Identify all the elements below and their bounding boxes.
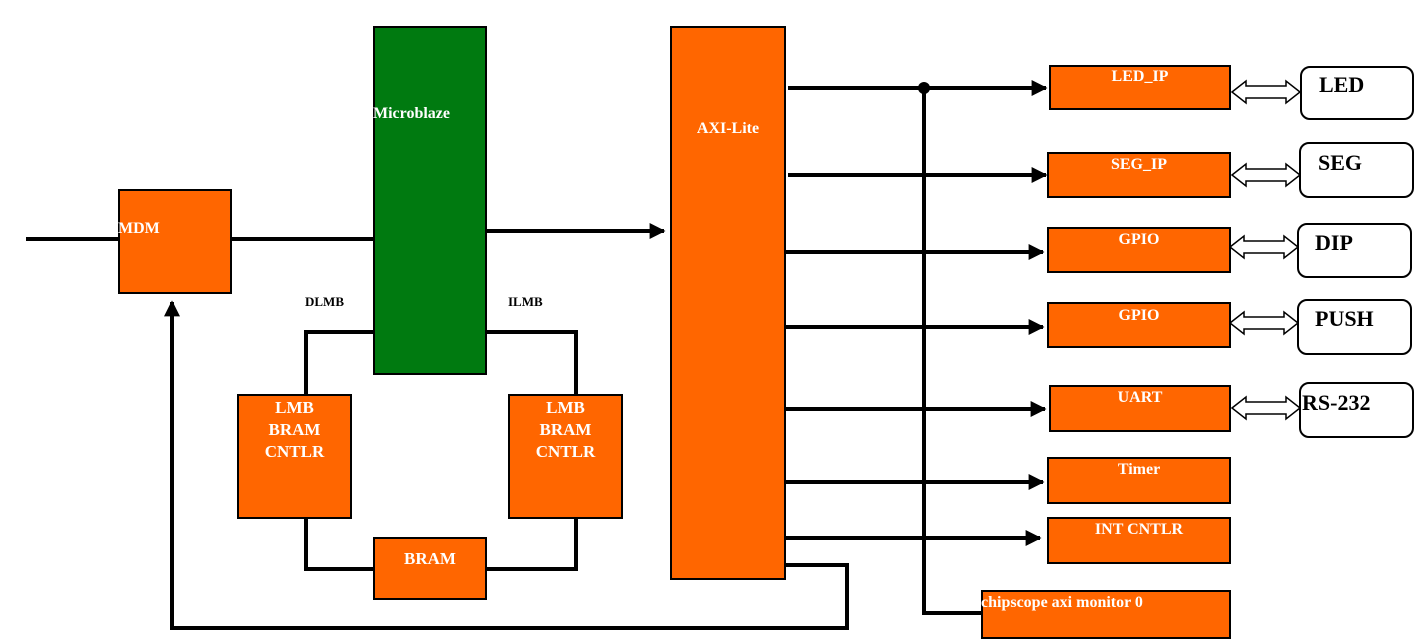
chipscope-label: chipscope axi monitor 0 <box>981 594 1143 611</box>
chipscope-block: chipscope axi monitor 0 <box>981 590 1231 639</box>
int-cntlr-label: INT CNTLR <box>1094 521 1184 538</box>
bram-label: BRAM <box>404 549 456 568</box>
gpio-push-label: GPIO <box>1118 307 1160 324</box>
dip-peripheral: DIP <box>1297 223 1412 278</box>
lmb-bram-cntlr-right: LMB BRAM CNTLR <box>508 394 623 519</box>
mdm-label: MDM <box>118 220 160 237</box>
dlmb-bus-wire <box>304 330 374 396</box>
mdm-block: MDM <box>118 189 232 294</box>
lmb-bram-cntlr-left: LMB BRAM CNTLR <box>237 394 352 519</box>
seg-peripheral-label: SEG <box>1318 150 1363 175</box>
gpio-dip-label: GPIO <box>1118 231 1160 248</box>
led-ip-block: LED_IP <box>1049 65 1231 110</box>
lmb-right-line-2: BRAM <box>539 420 592 439</box>
ilmb-label: ILMB <box>508 294 543 309</box>
lmb-left-bram-wire <box>304 517 374 571</box>
junction-dot <box>918 82 930 94</box>
push-peripheral-label: PUSH <box>1315 306 1374 331</box>
rs232-peripheral: RS-232 <box>1299 382 1414 438</box>
seg-ip-block: SEG_IP <box>1047 152 1231 198</box>
rs232-peripheral-label: RS-232 <box>1302 390 1371 415</box>
led-peripheral: LED <box>1300 66 1414 120</box>
rs232-bidirectional-arrow <box>1230 395 1302 421</box>
push-bidirectional-arrow <box>1228 310 1300 336</box>
seg-bidirectional-arrow <box>1230 162 1302 188</box>
timer-block: Timer <box>1047 457 1231 504</box>
dip-bidirectional-arrow <box>1228 234 1300 260</box>
bram-block: BRAM <box>373 537 487 600</box>
seg-ip-label: SEG_IP <box>1110 156 1167 173</box>
seg-peripheral: SEG <box>1299 142 1414 198</box>
lmb-right-bram-wire <box>486 517 578 571</box>
ilmb-bus-wire <box>486 330 578 396</box>
led-ip-label: LED_IP <box>1111 68 1169 85</box>
lmb-left-line-1: LMB <box>275 398 314 417</box>
lmb-left-line-2: BRAM <box>268 420 321 439</box>
dlmb-label: DLMB <box>305 294 344 309</box>
push-peripheral: PUSH <box>1297 299 1412 355</box>
gpio-dip-block: GPIO <box>1047 227 1231 273</box>
gpio-push-block: GPIO <box>1047 302 1231 348</box>
lmb-left-line-3: CNTLR <box>264 442 325 461</box>
lmb-right-line-3: CNTLR <box>535 442 596 461</box>
int-cntlr-block: INT CNTLR <box>1047 517 1231 564</box>
dip-peripheral-label: DIP <box>1315 230 1353 255</box>
axi-mdm-feedback-arrow <box>164 300 849 630</box>
uart-label: UART <box>1117 389 1163 406</box>
led-peripheral-label: LED <box>1319 72 1365 97</box>
axi-lite-block: AXI-Lite <box>670 26 786 580</box>
lmb-right-line-1: LMB <box>546 398 585 417</box>
axi-lite-label: AXI-Lite <box>696 120 760 137</box>
microblaze-block: Microblaze <box>373 26 487 375</box>
microblaze-label: Microblaze <box>373 105 451 122</box>
uart-block: UART <box>1049 385 1231 432</box>
led-bidirectional-arrow <box>1230 79 1302 105</box>
timer-label: Timer <box>1117 461 1161 478</box>
chipscope-tap-wire <box>922 88 982 615</box>
